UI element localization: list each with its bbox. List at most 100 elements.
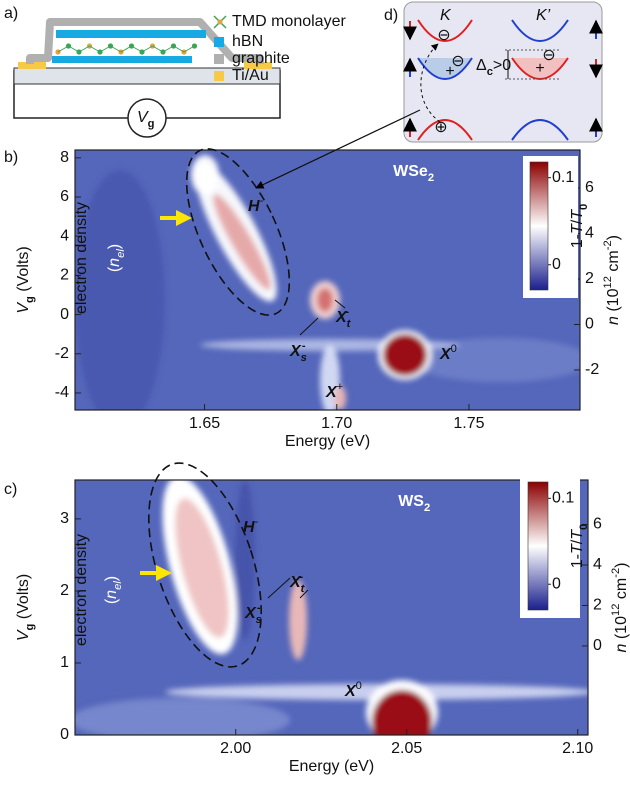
- tmd-bond: [131, 45, 143, 53]
- y-tick-label: 8: [60, 149, 69, 166]
- x-axis-label: Energy (eV): [285, 433, 370, 450]
- peak-label-part: X: [325, 384, 338, 401]
- density-symbol-part: el: [115, 249, 127, 258]
- peak-label-part: X: [289, 574, 302, 591]
- y2-axis-label-part: ): [613, 563, 630, 568]
- density-arrow-origin: [56, 651, 64, 659]
- y-axis-label-part: (Volts): [15, 574, 32, 624]
- density-symbol-part: el: [112, 581, 124, 590]
- hbn-top: [56, 30, 206, 38]
- heatmap-feature: [213, 194, 271, 290]
- tmd-bond: [141, 45, 153, 53]
- legend-label: hBN: [232, 33, 263, 50]
- colorbar-tick-label: 0: [552, 256, 561, 273]
- y2-tick-label: 4: [585, 225, 594, 242]
- gate-wire: [13, 70, 281, 119]
- band-k-cb-down-line: [417, 57, 473, 80]
- x-tick-label: 1.75: [453, 415, 484, 432]
- plot-frame: [74, 149, 581, 411]
- panel-label: a): [4, 5, 18, 22]
- heatmap-feature: [75, 698, 290, 735]
- peak-label-part: t: [347, 318, 352, 330]
- y-tick-label: 2: [60, 582, 69, 599]
- heatmap-feature: [235, 480, 255, 640]
- colorbar-label-part: /: [569, 539, 586, 544]
- colorbar-label-part: T: [569, 209, 586, 220]
- y-tick-label: 2: [60, 267, 69, 284]
- tmd-bond: [89, 45, 101, 53]
- colorbar-label-part: 0: [578, 204, 590, 210]
- x-tick-label: 2.10: [562, 740, 593, 757]
- peak-label-part: X: [244, 605, 257, 622]
- gap-label-part: >0: [493, 57, 511, 74]
- substrate: [13, 67, 281, 85]
- gate-source: [127, 98, 167, 138]
- peak-leader: [299, 317, 319, 336]
- y2-axis-label-part: n: [605, 316, 622, 325]
- colorbar-tick-label: 0.1: [552, 490, 574, 507]
- y-tick-label: 3: [60, 510, 69, 527]
- legend-swatch: [214, 54, 224, 64]
- legend-label: Ti/Au: [232, 67, 269, 84]
- peak-label-part: -: [255, 516, 259, 528]
- y-axis-label-part: g: [24, 623, 36, 630]
- peak-label-part: X: [289, 343, 302, 360]
- tmd-bond: [57, 45, 69, 53]
- density-symbol-part: ): [106, 244, 123, 249]
- gate-label-part: g: [148, 118, 155, 130]
- peak-label: Xt-: [289, 571, 306, 595]
- y-tick-label: 4: [60, 227, 69, 244]
- peak-label-part: 0: [356, 680, 362, 692]
- density-symbol-part: ): [103, 576, 120, 581]
- legend-label: TMD monolayer: [232, 13, 346, 30]
- band-k-vb: [417, 119, 473, 141]
- y-tick-label: 0: [60, 726, 69, 743]
- y2-axis-label-part: (10: [605, 288, 622, 316]
- tmd-bond: [99, 45, 111, 53]
- y2-axis-label: n (1012 cm-2): [610, 563, 630, 653]
- heatmap-feature: [175, 498, 229, 638]
- contact: [244, 62, 272, 69]
- y2-tick-label: 0: [593, 637, 602, 654]
- y2-axis-label-part: 12: [602, 276, 614, 288]
- peak-label: X0: [439, 343, 457, 363]
- colorbar-label: 1-T/T0: [569, 524, 590, 568]
- y-tick-label: -4: [55, 384, 69, 401]
- callout-line: [255, 109, 421, 189]
- heatmap-feature: [75, 170, 165, 410]
- y2-axis-label-part: (10: [613, 616, 630, 644]
- carrier-symbol: ⊖: [437, 27, 450, 44]
- y-axis-label-part: V: [15, 302, 32, 314]
- valley-label: K’: [536, 7, 551, 24]
- colorbar-label-part: 1-: [569, 234, 586, 248]
- x-tick-label: 1.65: [189, 415, 220, 432]
- peak-label-part: s: [301, 352, 307, 364]
- panel-label: d): [384, 7, 398, 24]
- y-axis-label: Vg (Volts): [15, 574, 36, 641]
- y-tick-label: 1: [60, 654, 69, 671]
- density-symbol-part: (: [103, 598, 120, 604]
- peak-label-part: H: [248, 198, 260, 215]
- gate-label: Vg: [137, 109, 155, 130]
- band-diagram: K K’⊖⊖+⊖+⊕Δc>0: [403, 1, 603, 143]
- peak-label: X+: [325, 381, 343, 401]
- contact: [18, 62, 46, 69]
- band-kp-cb-up: [511, 19, 569, 42]
- y-tick-label: 6: [60, 188, 69, 205]
- y-axis-label-part: V: [15, 629, 32, 641]
- density-label: electron density: [73, 534, 90, 646]
- highlight-ellipse: [148, 462, 262, 668]
- chart-title: WSe2: [393, 163, 434, 184]
- hbn-bottom: [52, 56, 192, 63]
- y2-tick-label: 4: [593, 556, 602, 573]
- chart-title: WS2: [398, 493, 430, 514]
- colorbar-label-part: T: [569, 529, 586, 540]
- peak-label-part: -: [257, 602, 261, 614]
- peak-label: Xt-: [335, 306, 352, 330]
- y-axis-label: Vg (Volts): [15, 246, 36, 313]
- panel-label: c): [4, 481, 17, 498]
- heatmap-feature: [410, 338, 580, 382]
- x-tick-label: 2.00: [220, 740, 251, 757]
- y2-tick-label: 2: [585, 270, 594, 287]
